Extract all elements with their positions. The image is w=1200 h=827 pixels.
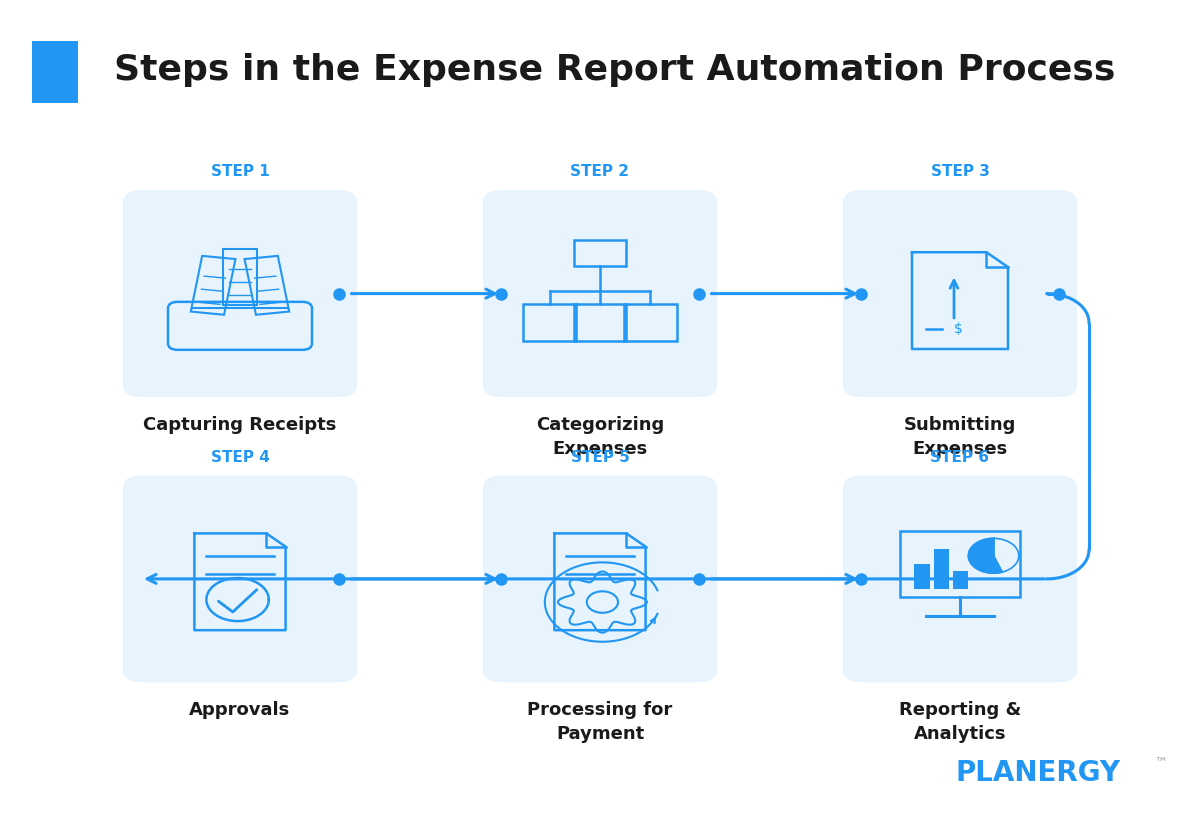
FancyBboxPatch shape — [842, 190, 1078, 397]
Text: Categorizing
Expenses: Categorizing Expenses — [536, 416, 664, 457]
FancyBboxPatch shape — [934, 549, 949, 589]
FancyBboxPatch shape — [482, 190, 716, 397]
Text: STEP 6: STEP 6 — [930, 450, 990, 465]
FancyBboxPatch shape — [124, 476, 358, 682]
Text: Processing for
Payment: Processing for Payment — [527, 701, 673, 743]
FancyBboxPatch shape — [124, 190, 358, 397]
Text: ™: ™ — [1154, 757, 1166, 770]
Text: Steps in the Expense Report Automation Process: Steps in the Expense Report Automation P… — [114, 53, 1115, 88]
Text: STEP 3: STEP 3 — [930, 165, 990, 179]
FancyBboxPatch shape — [32, 41, 78, 103]
Text: $: $ — [954, 323, 962, 336]
Text: Capturing Receipts: Capturing Receipts — [143, 416, 337, 434]
FancyBboxPatch shape — [482, 476, 716, 682]
Wedge shape — [968, 538, 1002, 573]
FancyBboxPatch shape — [842, 476, 1078, 682]
Text: Approvals: Approvals — [190, 701, 290, 719]
Text: Submitting
Expenses: Submitting Expenses — [904, 416, 1016, 457]
FancyBboxPatch shape — [914, 564, 930, 589]
FancyBboxPatch shape — [953, 571, 968, 589]
Text: PLANERGY: PLANERGY — [955, 759, 1121, 787]
Text: STEP 5: STEP 5 — [570, 450, 630, 465]
Text: STEP 4: STEP 4 — [210, 450, 270, 465]
Text: Reporting &
Analytics: Reporting & Analytics — [899, 701, 1021, 743]
Text: STEP 2: STEP 2 — [570, 165, 630, 179]
Text: STEP 1: STEP 1 — [211, 165, 269, 179]
